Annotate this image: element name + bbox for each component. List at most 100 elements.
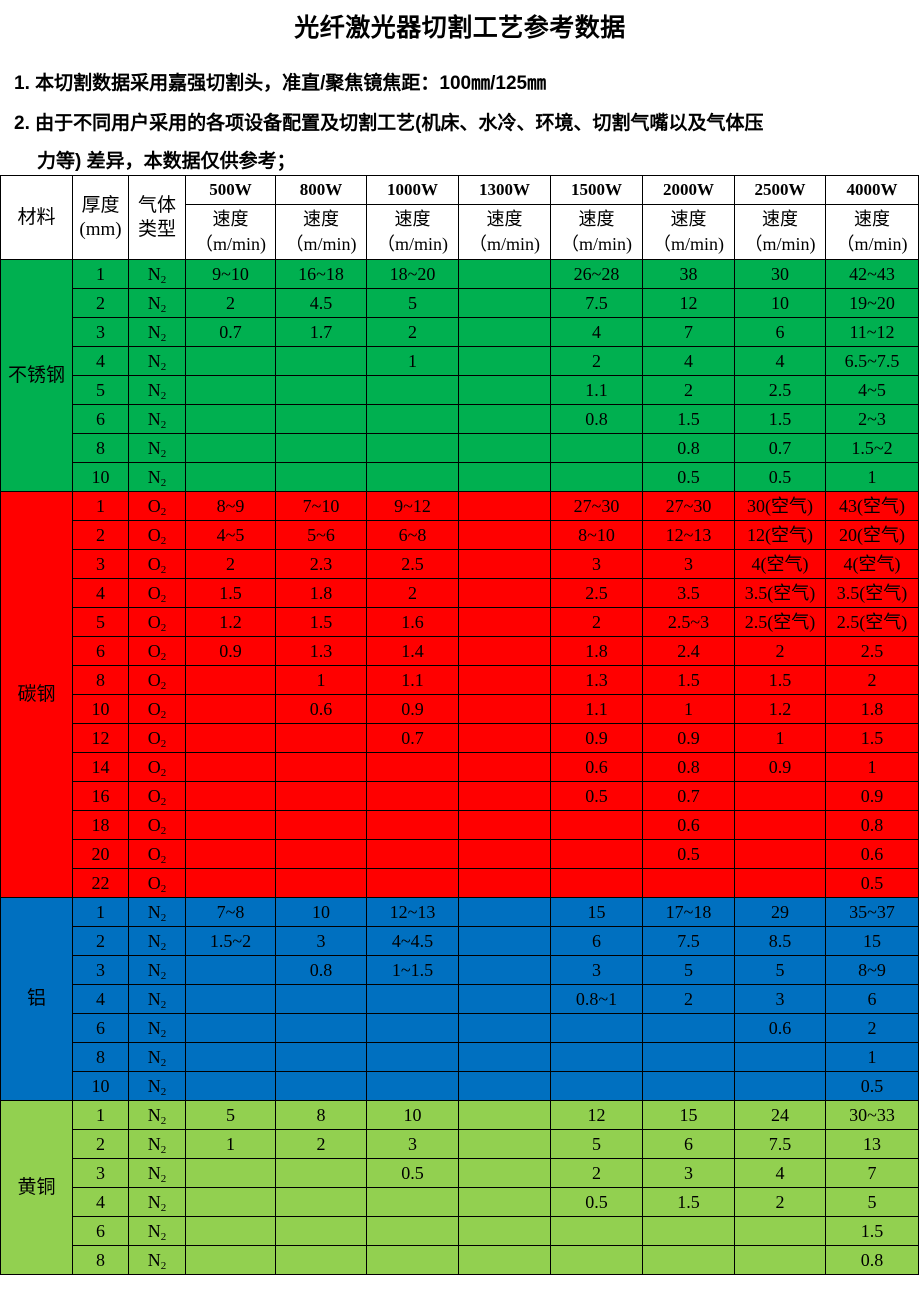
gas-symbol: N (147, 380, 161, 400)
gas-cell: O2 (128, 520, 186, 550)
speed-cell (550, 462, 643, 492)
speed-label: 速度 (578, 209, 615, 229)
speed-cell (185, 1158, 276, 1188)
gas-symbol: O (147, 757, 161, 777)
gas-cell: O2 (128, 636, 186, 666)
speed-cell: 10 (734, 288, 826, 318)
speed-cell (458, 259, 551, 289)
speed-cell: 5 (825, 1187, 919, 1217)
speed-cell (458, 317, 551, 347)
speed-cell: 0.5 (825, 1071, 919, 1101)
table-row: 6 N2 1.5 (0, 1216, 919, 1246)
speed-cell (275, 810, 367, 840)
speed-cell: 3 (642, 549, 735, 579)
speed-cell: 1.4 (366, 636, 459, 666)
speed-label: 速度 (394, 209, 431, 229)
table-row: 4 O2 1.5 1.8 2 2.5 3.5 3.5(空气) 3.5(空气) (0, 578, 919, 608)
speed-cell (185, 1071, 276, 1101)
speed-cell: 2 (185, 288, 276, 318)
thickness-cell: 4 (72, 578, 129, 608)
table-row: 8 N2 0.8 (0, 1245, 919, 1275)
speed-cell (550, 1013, 643, 1043)
speed-cell (734, 1245, 826, 1275)
speed-cell (458, 1100, 551, 1130)
speed-cell: 2 (185, 549, 276, 579)
speed-cell (458, 781, 551, 811)
speed-cell (458, 549, 551, 579)
speed-cell: 24 (734, 1100, 826, 1130)
speed-cell: 3 (642, 1158, 735, 1188)
gas-cell: N2 (128, 984, 186, 1014)
speed-cell: 43(空气) (825, 491, 919, 521)
note-2-continued: 力等) 差异，本数据仅供参考； (37, 151, 296, 172)
header-thickness-unit: (mm) (79, 218, 122, 240)
speed-cell: 12(空气) (734, 520, 826, 550)
speed-cell (734, 1216, 826, 1246)
speed-cell: 42~43 (825, 259, 919, 289)
speed-cell (458, 955, 551, 985)
speed-cell: 1.8 (275, 578, 367, 608)
gas-symbol: O (147, 728, 161, 748)
gas-subscript: 2 (160, 1028, 167, 1040)
speed-cell (366, 404, 459, 434)
speed-cell: 0.8 (550, 404, 643, 434)
gas-cell: O2 (128, 607, 186, 637)
speed-cell (642, 1245, 735, 1275)
thickness-cell: 14 (72, 752, 129, 782)
gas-cell: N2 (128, 1013, 186, 1043)
header-power-1000W: 1000W (366, 175, 459, 205)
speed-cell: 3 (550, 955, 643, 985)
gas-symbol: N (147, 1134, 161, 1154)
gas-cell: O2 (128, 810, 186, 840)
speed-cell: 0.8 (825, 810, 919, 840)
speed-cell: 1 (825, 752, 919, 782)
gas-symbol: O (147, 873, 161, 893)
speed-cell (458, 694, 551, 724)
header-power-1300W: 1300W (458, 175, 551, 205)
speed-cell: 3.5(空气) (734, 578, 826, 608)
table-row: 10 N2 0.5 0.5 1 (0, 462, 919, 492)
speed-cell: 7 (642, 317, 735, 347)
gas-subscript: 2 (160, 1260, 167, 1272)
gas-subscript: 2 (160, 477, 167, 489)
gas-subscript: 2 (160, 1144, 167, 1156)
speed-cell: 6 (734, 317, 826, 347)
gas-subscript: 2 (160, 825, 167, 837)
speed-cell: 1.1 (550, 375, 643, 405)
speed-cell: 2.5 (734, 375, 826, 405)
speed-cell (185, 1245, 276, 1275)
header-speed: 速度 （m/min) (642, 204, 735, 260)
speed-cell (185, 839, 276, 869)
gas-cell: N2 (128, 1187, 186, 1217)
speed-cell (458, 984, 551, 1014)
speed-cell: 4~4.5 (366, 926, 459, 956)
speed-cell (275, 1245, 367, 1275)
gas-symbol: O (147, 554, 161, 574)
gas-cell: N2 (128, 259, 186, 289)
speed-cell (550, 433, 643, 463)
speed-cell: 30(空气) (734, 491, 826, 521)
speed-unit: （m/min) (744, 234, 816, 254)
speed-cell: 1.5 (642, 1187, 735, 1217)
gas-subscript: 2 (160, 1057, 167, 1069)
thickness-cell: 4 (72, 984, 129, 1014)
thickness-cell: 3 (72, 549, 129, 579)
gas-cell: O2 (128, 491, 186, 521)
speed-cell (734, 1071, 826, 1101)
cutting-data-table: 材料 厚度 (mm) 气体 类型 500W 800W 1000W 1300W 1500W 20… (0, 175, 919, 1275)
gas-subscript: 2 (160, 274, 167, 286)
speed-cell (642, 1216, 735, 1246)
gas-cell: N2 (128, 404, 186, 434)
speed-cell: 1 (366, 346, 459, 376)
gas-cell: N2 (128, 926, 186, 956)
table-row: 铝 1 N2 7~8 10 12~13 15 17~18 29 35~37 (0, 897, 919, 1101)
speed-cell: 2.5(空气) (734, 607, 826, 637)
speed-cell: 2 (550, 1158, 643, 1188)
page-title: 光纤激光器切割工艺参考数据 (294, 14, 626, 42)
speed-cell: 3 (734, 984, 826, 1014)
speed-cell (458, 1071, 551, 1101)
table-row: 22 O2 0.5 (0, 868, 919, 898)
speed-cell (734, 810, 826, 840)
speed-cell: 1.5 (642, 404, 735, 434)
speed-unit: （m/min) (653, 234, 724, 254)
